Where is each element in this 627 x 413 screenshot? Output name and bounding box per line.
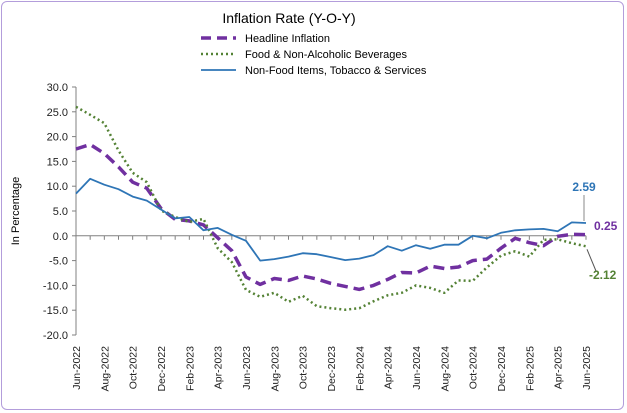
y-tick-label: 15.0	[47, 156, 68, 168]
series-line-nonfood	[75, 177, 587, 262]
x-tick-label: Jun-2023	[241, 346, 253, 390]
x-tick-label: Jun-2025	[581, 346, 593, 390]
chart-title: Inflation Rate (Y-O-Y)	[222, 10, 355, 26]
legend-label-food: Food & Non-Alcoholic Beverages	[245, 49, 408, 61]
x-tick-label: Feb-2024	[354, 346, 366, 391]
y-axis-label: In Percentage	[10, 177, 22, 246]
x-tick-label: Feb-2023	[184, 346, 196, 391]
x-tick-label: Oct-2024	[468, 346, 480, 389]
y-tick-label: 10.0	[47, 181, 68, 193]
x-tick-label: Dec-2022	[156, 346, 168, 392]
x-tick-label: Feb-2025	[524, 346, 536, 391]
x-tick-label: Dec-2024	[496, 346, 508, 392]
data-label-nonfood: 2.59	[572, 180, 596, 194]
legend-label-nonfood: Non-Food Items, Tobacco & Services	[245, 65, 427, 77]
y-tick-label: 0.0	[53, 231, 68, 243]
legend: Headline Inflation Food & Non-Alcoholic …	[201, 33, 427, 77]
x-tick-label: Apr-2024	[383, 346, 395, 389]
x-tick-label: Aug-2024	[439, 346, 451, 392]
x-tick-label: Jun-2022	[71, 346, 83, 390]
x-tick-label: Apr-2025	[553, 346, 565, 389]
x-tick-label: Aug-2022	[99, 346, 111, 392]
y-tick-label: -20.0	[43, 330, 68, 342]
series-line-headline	[75, 142, 587, 292]
y-tick-label: 20.0	[47, 132, 68, 144]
x-tick-label: Jun-2024	[411, 346, 423, 390]
x-tick-label: Apr-2023	[213, 346, 225, 389]
x-tick-label: Oct-2022	[128, 346, 140, 389]
x-tick-label: Dec-2023	[326, 346, 338, 392]
y-tick-label: 5.0	[53, 206, 68, 218]
y-tick-label: 25.0	[47, 107, 68, 119]
leader-line-food	[586, 249, 597, 272]
data-label-food: -2.12	[589, 268, 617, 282]
data-label-headline: 0.25	[594, 219, 618, 233]
series-line-food	[75, 105, 587, 311]
y-tick-label: -5.0	[49, 256, 68, 268]
x-tick-label: Oct-2023	[298, 346, 310, 389]
legend-label-headline: Headline Inflation	[245, 33, 330, 45]
y-tick-label: -10.0	[43, 280, 68, 292]
y-tick-label: -15.0	[43, 305, 68, 317]
y-tick-label: 30.0	[47, 82, 68, 94]
x-tick-label: Aug-2023	[269, 346, 281, 392]
